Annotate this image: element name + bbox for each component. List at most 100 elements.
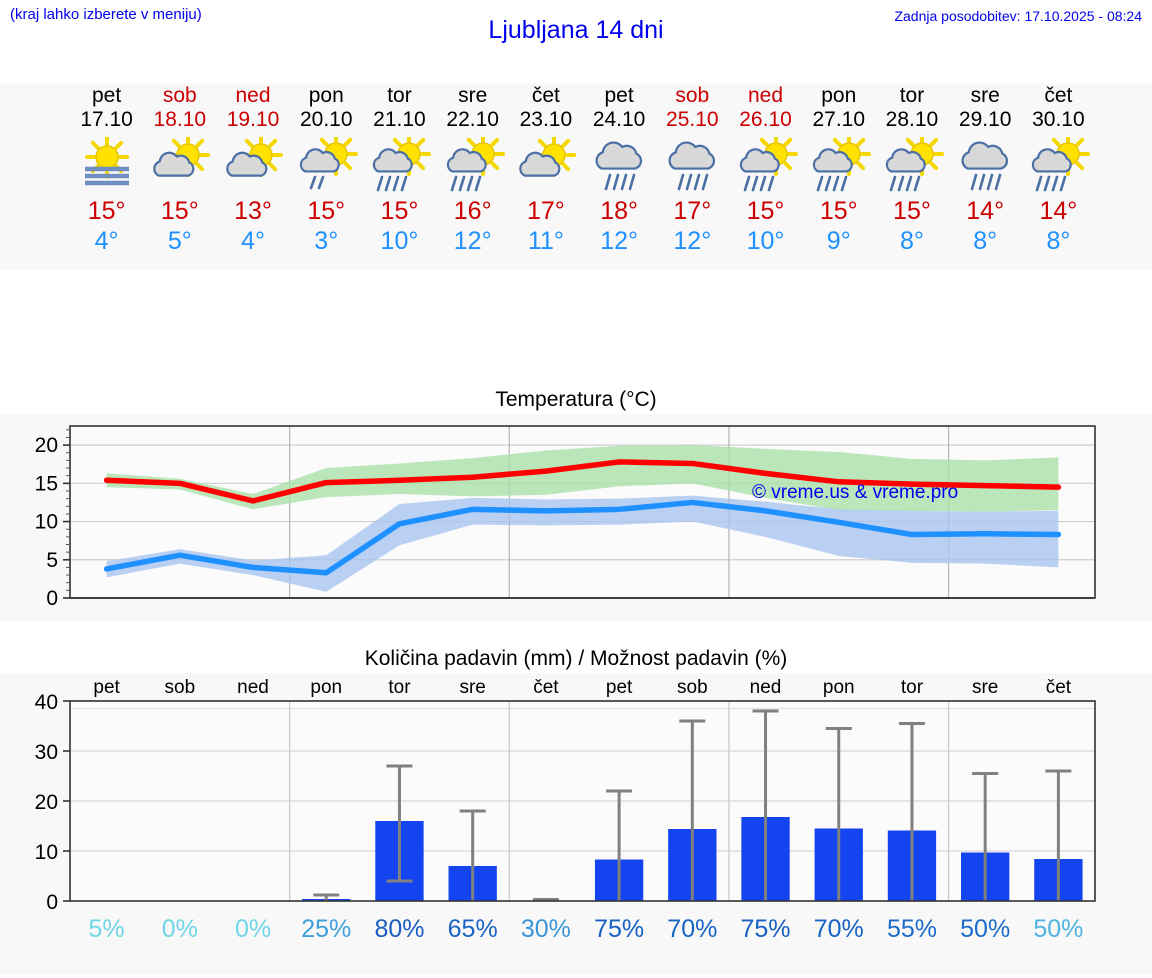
forecast-day-column[interactable]: pon 27.10 15° 9° xyxy=(800,84,878,256)
temp-min: 8° xyxy=(973,227,998,255)
precip-day-label: tor xyxy=(388,677,411,698)
forecast-day-column[interactable]: pet 24.10 18° 12° xyxy=(580,84,658,256)
forecast-day-column[interactable]: pon 20.10 15° 3° xyxy=(287,84,365,256)
sun-cloud-icon xyxy=(507,136,585,196)
day-date: 23.10 xyxy=(519,108,573,131)
precip-day-label: pon xyxy=(310,677,342,698)
precip-probability-label: 50% xyxy=(1033,915,1083,943)
forecast-day-column[interactable]: sre 29.10 14° 8° xyxy=(946,84,1024,256)
day-of-week: ned xyxy=(748,84,784,107)
day-date: 20.10 xyxy=(299,108,353,131)
forecast-day-column[interactable]: ned 26.10 15° 10° xyxy=(727,84,805,256)
temp-min: 5° xyxy=(167,227,192,255)
forecast-day-column[interactable]: sob 18.10 15° 5° xyxy=(141,84,219,256)
precip-day-label: pet xyxy=(606,677,633,698)
forecast-day-column[interactable]: tor 21.10 15° 10° xyxy=(360,84,438,256)
y-axis-tick-label: 15 xyxy=(35,472,58,495)
temp-max: 16° xyxy=(453,197,492,225)
forecast-day-column[interactable]: sre 22.10 16° 12° xyxy=(434,84,512,256)
precip-day-label: tor xyxy=(901,677,924,698)
temp-max: 15° xyxy=(307,197,346,225)
cloud-rain-icon xyxy=(580,136,658,196)
precip-probability-label: 50% xyxy=(960,915,1010,943)
temp-min: 3° xyxy=(314,227,339,255)
y-axis-tick-label: 0 xyxy=(46,891,58,914)
cloud-rain-icon xyxy=(946,136,1024,196)
precip-probability-label: 0% xyxy=(162,915,198,943)
temp-min: 8° xyxy=(1046,227,1071,255)
precip-day-label: pon xyxy=(823,677,855,698)
temperature-line xyxy=(103,459,1062,504)
temp-min: 4° xyxy=(94,227,119,255)
forecast-day-column[interactable]: tor 28.10 15° 8° xyxy=(873,84,951,256)
temp-min: 9° xyxy=(826,227,851,255)
temperature-band xyxy=(106,445,1059,512)
precipitation-chart-title: Količina padavin (mm) / Možnost padavin … xyxy=(0,645,1152,673)
forecast-day-column[interactable]: čet 23.10 17° 11° xyxy=(507,84,585,256)
precip-probability-label: 75% xyxy=(594,915,644,943)
cloud-rain-icon xyxy=(653,136,731,196)
temperature-chart-canvas: 0 5 10 15 20 © vreme.us & vreme.pro xyxy=(0,414,1152,626)
temp-min: 12° xyxy=(673,227,712,255)
temp-max: 15° xyxy=(819,197,858,225)
y-axis-tick-label: 5 xyxy=(46,549,58,572)
precip-day-label: ned xyxy=(237,677,269,698)
precip-probability-label: 70% xyxy=(814,915,864,943)
forecast-day-column[interactable]: sob 25.10 17° 12° xyxy=(653,84,731,256)
precip-day-label: čet xyxy=(533,677,559,698)
sun-cloud-icon xyxy=(214,136,292,196)
precip-day-label: sre xyxy=(459,677,485,698)
temp-max: 17° xyxy=(526,197,565,225)
day-of-week: tor xyxy=(387,84,412,107)
day-of-week: sre xyxy=(970,84,1000,107)
precip-day-label: ned xyxy=(750,677,782,698)
precip-probability-label: 30% xyxy=(521,915,571,943)
precip-day-label: sre xyxy=(972,677,998,698)
sun-cloud-rain-icon xyxy=(873,136,951,196)
precip-probability-label: 80% xyxy=(374,915,424,943)
copyright-watermark: © vreme.us & vreme.pro xyxy=(752,482,958,503)
day-of-week: sob xyxy=(675,84,710,107)
precip-probability-label: 25% xyxy=(301,915,351,943)
temp-min: 11° xyxy=(527,227,564,255)
temp-max: 15° xyxy=(893,197,931,225)
forecast-day-strip: pet 17.10 15° 4° sob 18.10 15° 5° ned 19.10 13° 4° p… xyxy=(0,84,1152,270)
day-date: 26.10 xyxy=(739,108,792,131)
temp-min: 10° xyxy=(746,227,785,255)
day-of-week: sre xyxy=(458,84,488,107)
day-date: 25.10 xyxy=(666,108,719,131)
precipitation-svg: pet sob ned pon tor sre čet pet sob ned pon tor sre č… xyxy=(35,677,1096,943)
temperature-chart-section: Temperatura (°C) 0 5 10 15 20 © vreme.us & vr… xyxy=(0,386,1152,621)
temp-min: 8° xyxy=(900,227,924,255)
menu-note: (kraj lahko izberete v meniju) xyxy=(10,6,202,23)
y-axis-tick-label: 0 xyxy=(46,587,58,610)
day-of-week: sob xyxy=(162,84,197,107)
forecast-day-column[interactable]: čet 30.10 14° 8° xyxy=(1019,84,1097,256)
day-of-week: pet xyxy=(91,84,122,107)
sun-cloud-rain-icon xyxy=(1019,136,1097,196)
temperature-line xyxy=(103,499,1062,576)
temp-max: 17° xyxy=(673,197,712,225)
sun-cloud-rain-icon xyxy=(434,136,512,196)
precip-probability-label: 5% xyxy=(89,915,125,943)
day-of-week: pon xyxy=(308,84,344,107)
temp-max: 18° xyxy=(600,197,638,225)
forecast-day-column[interactable]: pet 17.10 15° 4° xyxy=(68,84,146,256)
y-axis-tick-label: 30 xyxy=(35,741,58,764)
day-date: 27.10 xyxy=(812,108,866,131)
precip-day-label: sob xyxy=(677,677,708,698)
temp-min: 12° xyxy=(453,227,492,255)
sun-cloud-rain-icon xyxy=(727,136,805,196)
sun-cloud-rain-icon xyxy=(800,136,878,196)
precip-probability-label: 0% xyxy=(235,915,271,943)
last-updated: Zadnja posodobitev: 17.10.2025 - 08:24 xyxy=(894,8,1142,24)
forecast-day-column[interactable]: ned 19.10 13° 4° xyxy=(214,84,292,256)
precip-probability-label: 65% xyxy=(448,915,498,943)
temp-max: 14° xyxy=(1039,197,1078,225)
page-header: (kraj lahko izberete v meniju) Ljubljana… xyxy=(0,0,1152,60)
sun-cloud-rain-light-icon xyxy=(287,136,365,196)
day-of-week: pon xyxy=(821,84,857,107)
precip-day-label: čet xyxy=(1046,677,1072,698)
temperature-chart-title: Temperatura (°C) xyxy=(0,386,1152,414)
day-date: 17.10 xyxy=(80,108,133,131)
